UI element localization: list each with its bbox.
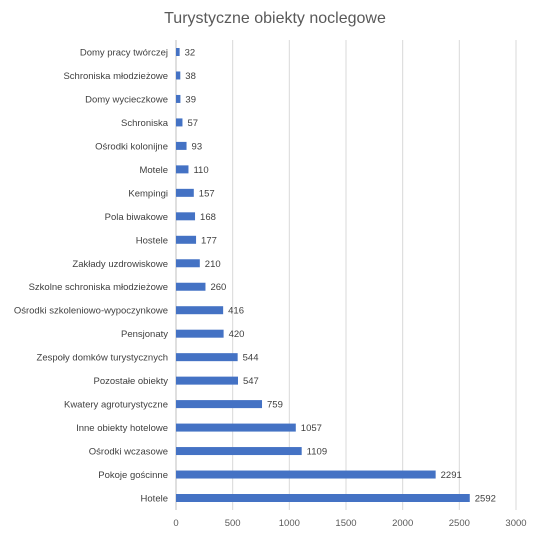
bar [176, 470, 436, 479]
category-label: Pokoje gościnne [98, 470, 168, 481]
data-label: 110 [193, 165, 208, 176]
data-label: 416 [228, 306, 244, 317]
x-tick-label: 1500 [335, 518, 356, 529]
bar [176, 306, 224, 315]
chart-title: Turystyczne obiekty noclegowe [164, 10, 386, 27]
category-label: Schroniska młodzieżowe [63, 71, 168, 82]
category-label: Ośrodki kolonijne [95, 141, 168, 152]
data-label: 168 [200, 212, 216, 223]
bar [176, 447, 302, 456]
bar [176, 329, 224, 338]
bar [176, 235, 197, 244]
bar [176, 212, 196, 221]
bar [176, 494, 470, 502]
bar [176, 48, 180, 56]
bar [176, 165, 189, 174]
x-tick-label: 2500 [449, 518, 470, 529]
category-label: Zakłady uzdrowiskowe [72, 259, 168, 270]
bar [176, 423, 296, 432]
x-tick-label: 3000 [505, 518, 526, 529]
category-label: Kempingi [128, 188, 168, 199]
x-tick-label: 2000 [392, 518, 413, 529]
category-label: Pozostałe obiekty [94, 376, 169, 387]
data-label: 32 [185, 48, 196, 59]
data-label: 260 [210, 282, 226, 293]
category-label: Ośrodki wczasowe [89, 447, 168, 458]
bar [176, 353, 238, 362]
data-label: 2291 [441, 470, 462, 481]
data-label: 157 [199, 188, 215, 199]
category-label: Pola biwakowe [105, 212, 168, 223]
data-label: 547 [243, 376, 259, 387]
data-label: 2592 [475, 494, 496, 505]
category-label: Ośrodki szkoleniowo-wypoczynkowe [14, 306, 168, 317]
data-label: 93 [192, 141, 203, 152]
data-label: 1057 [301, 423, 322, 434]
category-label: Szkolne schroniska młodzieżowe [29, 282, 168, 293]
bar [176, 376, 238, 385]
category-label: Zespoły domków turystycznych [37, 353, 168, 364]
category-label: Inne obiekty hotelowe [76, 423, 168, 434]
category-label: Pensjonaty [121, 329, 168, 340]
data-label: 1109 [307, 447, 327, 458]
data-label: 210 [205, 259, 221, 270]
x-tick-label: 1000 [279, 518, 300, 529]
category-label: Domy pracy twórczej [80, 48, 168, 59]
data-label: 420 [229, 329, 245, 340]
data-label: 39 [185, 94, 196, 105]
bar [176, 282, 206, 291]
category-label: Schroniska [121, 118, 169, 129]
bar [176, 141, 187, 150]
bar [176, 188, 194, 197]
x-tick-label: 500 [225, 518, 241, 529]
data-label: 759 [267, 400, 283, 411]
category-label: Domy wycieczkowe [85, 94, 168, 105]
x-tick-label: 0 [173, 518, 178, 529]
category-label: Hotele [141, 494, 168, 505]
bar [176, 94, 181, 103]
data-label: 38 [185, 71, 196, 82]
bar [176, 400, 263, 409]
data-label: 177 [201, 235, 217, 246]
bar [176, 118, 183, 127]
bar [176, 71, 181, 80]
category-label: Hostele [136, 235, 168, 246]
data-label: 57 [187, 118, 198, 129]
category-label: Motele [139, 165, 168, 176]
data-label: 544 [243, 353, 259, 364]
category-label: Kwatery agroturystyczne [64, 400, 168, 411]
bar [176, 259, 200, 268]
